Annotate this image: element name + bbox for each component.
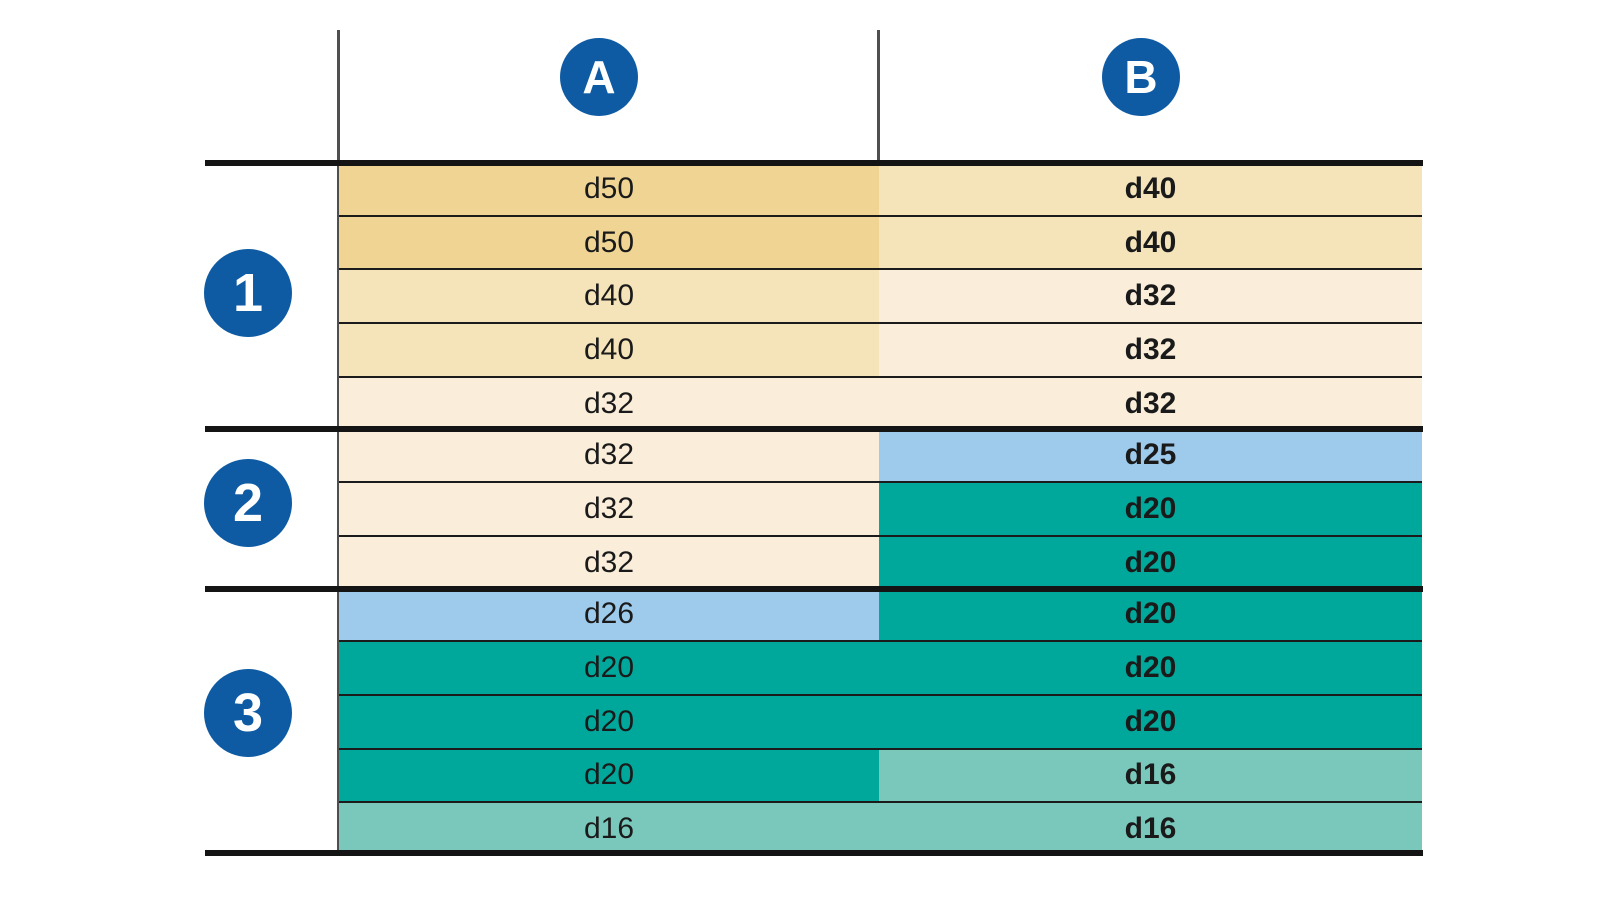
column-b-badge: B bbox=[1102, 38, 1180, 116]
column-a-badge: A bbox=[560, 38, 638, 116]
cell-a-value: d32 bbox=[339, 483, 879, 535]
table-row: d32 d20 bbox=[339, 534, 1422, 589]
cell-a-value: d26 bbox=[339, 588, 879, 641]
row-group-1-badge: 1 bbox=[204, 249, 292, 337]
table-row: d32 d32 bbox=[339, 375, 1422, 430]
table-row: d20 d20 bbox=[339, 640, 1422, 694]
cell-a-value: d32 bbox=[339, 377, 879, 430]
cell-a-value: d50 bbox=[339, 216, 879, 269]
row-group-2-label: 2 bbox=[232, 473, 264, 533]
cell-b-value: d20 bbox=[879, 483, 1422, 535]
cell-b-value: d32 bbox=[879, 270, 1422, 323]
group-1-2-separator-rule bbox=[205, 426, 1423, 432]
cell-b-value: d16 bbox=[879, 749, 1422, 802]
table-row: d32 d20 bbox=[339, 481, 1422, 535]
table-row: d16 d16 bbox=[339, 801, 1422, 855]
table-top-rule bbox=[205, 160, 1423, 166]
left-column-grid-line bbox=[337, 30, 340, 856]
cell-b-value: d32 bbox=[879, 324, 1422, 376]
row-group-3-badge: 3 bbox=[204, 669, 292, 757]
table-row: d50 d40 bbox=[339, 163, 1422, 215]
column-a-label: A bbox=[582, 51, 616, 103]
table-row: d40 d32 bbox=[339, 322, 1422, 376]
table-row: d40 d32 bbox=[339, 268, 1422, 323]
cell-b-value: d16 bbox=[879, 803, 1422, 855]
cell-a-value: d20 bbox=[339, 695, 879, 748]
group-2-3-separator-rule bbox=[205, 586, 1423, 592]
table-row: d50 d40 bbox=[339, 214, 1422, 269]
cell-b-value: d32 bbox=[879, 377, 1422, 430]
cell-b-value: d20 bbox=[879, 642, 1422, 694]
diameter-table: d50 d40 d50 d40 d40 d32 d40 d32 d32 d32 … bbox=[339, 163, 1422, 855]
table-row: d32 d25 bbox=[339, 429, 1422, 482]
cell-b-value: d40 bbox=[879, 163, 1422, 215]
table-row: d20 d16 bbox=[339, 747, 1422, 802]
cell-a-value: d40 bbox=[339, 270, 879, 323]
cell-b-value: d20 bbox=[879, 536, 1422, 589]
cell-b-value: d20 bbox=[879, 695, 1422, 748]
table-row: d26 d20 bbox=[339, 588, 1422, 641]
row-group-1-label: 1 bbox=[232, 263, 264, 323]
table-row: d20 d20 bbox=[339, 693, 1422, 748]
cell-a-value: d20 bbox=[339, 642, 879, 694]
cell-a-value: d20 bbox=[339, 749, 879, 802]
cell-b-value: d25 bbox=[879, 429, 1422, 482]
row-group-3-label: 3 bbox=[232, 683, 264, 743]
cell-a-value: d40 bbox=[339, 324, 879, 376]
cell-b-value: d20 bbox=[879, 588, 1422, 641]
cell-b-value: d40 bbox=[879, 216, 1422, 269]
cell-a-value: d50 bbox=[339, 163, 879, 215]
cell-a-value: d16 bbox=[339, 803, 879, 855]
cell-a-value: d32 bbox=[339, 429, 879, 482]
column-b-label: B bbox=[1124, 51, 1158, 103]
row-group-2-badge: 2 bbox=[204, 459, 292, 547]
cell-a-value: d32 bbox=[339, 536, 879, 589]
table-bottom-rule bbox=[205, 850, 1423, 856]
